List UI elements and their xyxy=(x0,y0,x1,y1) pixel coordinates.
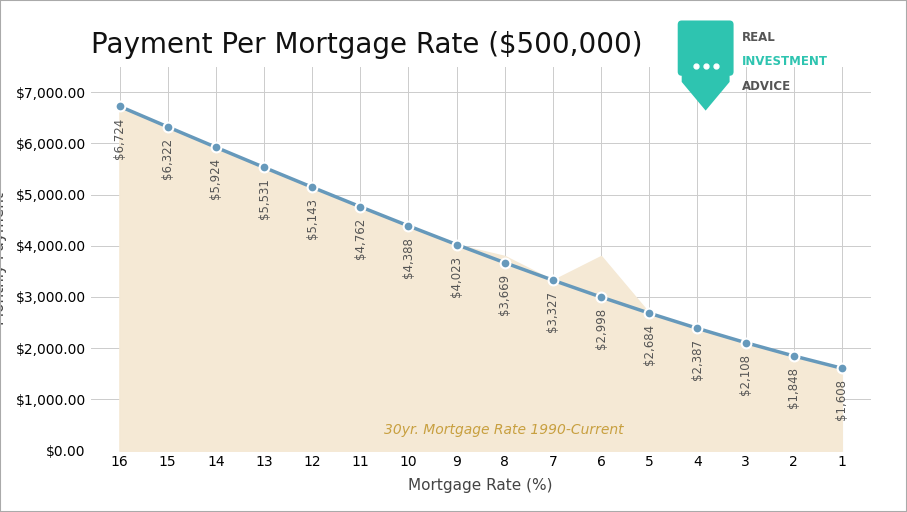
Text: $2,684: $2,684 xyxy=(643,324,656,366)
Text: $5,531: $5,531 xyxy=(258,179,270,219)
Point xyxy=(738,338,753,347)
Point xyxy=(353,203,367,211)
Text: $1,848: $1,848 xyxy=(787,367,800,408)
Text: $4,388: $4,388 xyxy=(402,237,415,278)
Point xyxy=(161,123,175,131)
Text: $2,998: $2,998 xyxy=(595,308,608,349)
Text: ADVICE: ADVICE xyxy=(742,80,791,93)
Text: $2,387: $2,387 xyxy=(691,339,704,380)
Point xyxy=(834,364,849,372)
Text: $6,724: $6,724 xyxy=(113,117,126,159)
Text: $5,143: $5,143 xyxy=(306,198,318,239)
Text: $3,669: $3,669 xyxy=(498,274,512,315)
Point xyxy=(498,259,512,267)
Text: $4,023: $4,023 xyxy=(450,255,463,296)
X-axis label: Mortgage Rate (%): Mortgage Rate (%) xyxy=(408,478,553,493)
Y-axis label: Monthly Payment: Monthly Payment xyxy=(0,192,7,325)
Point xyxy=(546,276,561,284)
Point xyxy=(401,222,415,230)
Point xyxy=(305,183,319,191)
Polygon shape xyxy=(682,25,729,111)
Point xyxy=(112,102,127,111)
FancyBboxPatch shape xyxy=(678,20,734,76)
Text: $3,327: $3,327 xyxy=(546,291,560,332)
Text: 30yr. Mortgage Rate 1990-Current: 30yr. Mortgage Rate 1990-Current xyxy=(385,423,624,437)
Point xyxy=(257,163,271,172)
Point xyxy=(690,324,705,332)
Text: $2,108: $2,108 xyxy=(739,354,752,395)
Text: INVESTMENT: INVESTMENT xyxy=(742,55,827,68)
Text: $4,762: $4,762 xyxy=(354,218,366,259)
Text: Payment Per Mortgage Rate ($500,000): Payment Per Mortgage Rate ($500,000) xyxy=(91,31,642,59)
Point xyxy=(642,309,657,317)
Point xyxy=(209,143,223,152)
Text: $1,608: $1,608 xyxy=(835,379,848,420)
Text: REAL: REAL xyxy=(742,31,775,44)
Text: $5,924: $5,924 xyxy=(210,158,222,200)
Text: $6,322: $6,322 xyxy=(161,138,174,179)
Point xyxy=(786,352,801,360)
Point xyxy=(449,241,463,249)
Point xyxy=(594,293,609,301)
